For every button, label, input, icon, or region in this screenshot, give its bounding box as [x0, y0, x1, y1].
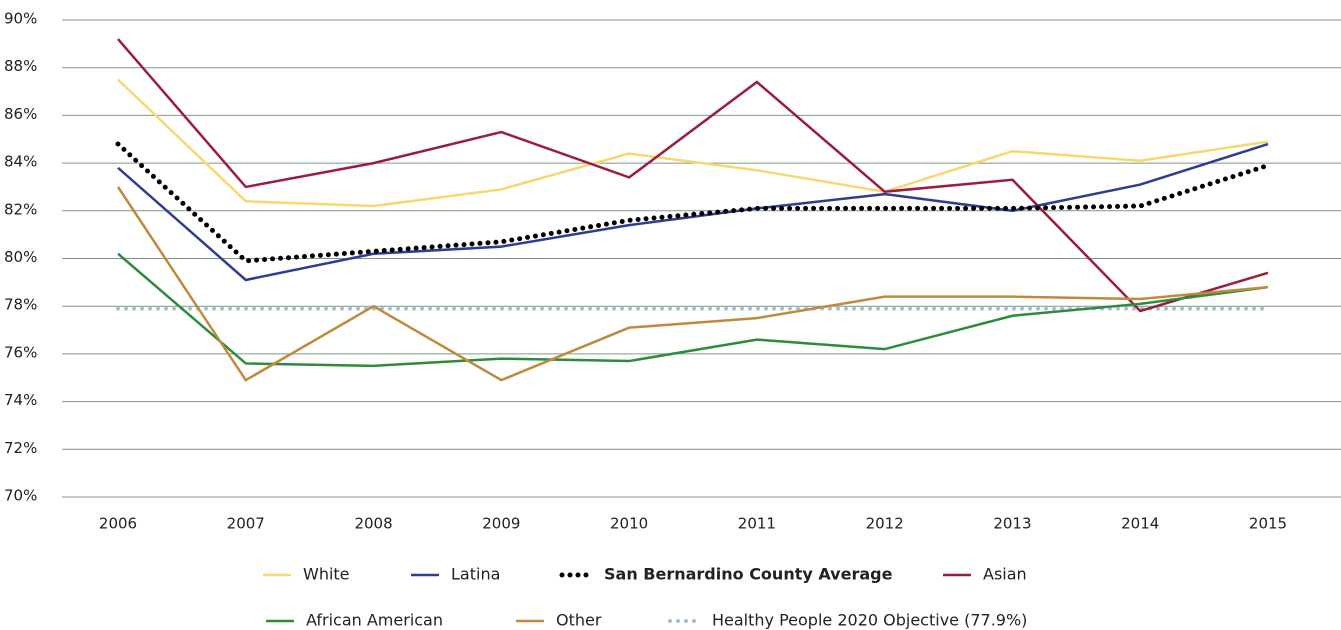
x-tick-label: 2006: [99, 515, 137, 533]
legend-label: San Bernardino County Average: [604, 565, 893, 584]
series-line: [117, 252, 1269, 368]
series-line: [115, 141, 1271, 264]
series-line: [116, 186, 1269, 382]
y-tick-label: 78%: [4, 296, 37, 314]
y-tick-label: 72%: [4, 439, 37, 457]
series-line: [117, 78, 1269, 208]
y-tick-label: 74%: [4, 391, 37, 409]
legend-label: Latina: [451, 565, 500, 584]
legend-label: Other: [556, 611, 602, 630]
series-line: [117, 38, 1269, 313]
legend-label: White: [303, 565, 350, 584]
x-tick-label: 2011: [738, 515, 776, 533]
y-tick-label: 86%: [4, 105, 37, 123]
legend-label: Healthy People 2020 Objective (77.9%): [712, 611, 1027, 630]
x-tick-label: 2012: [866, 515, 904, 533]
x-tick-label: 2008: [354, 515, 392, 533]
y-tick-label: 70%: [4, 487, 37, 505]
x-tick-label: 2014: [1121, 515, 1159, 533]
series-line: [117, 142, 1269, 282]
y-tick-label: 76%: [4, 343, 37, 361]
x-tick-label: 2013: [993, 515, 1031, 533]
y-tick-label: 84%: [4, 153, 37, 171]
y-tick-label: 80%: [4, 248, 37, 266]
x-tick-label: 2007: [227, 515, 265, 533]
legend-label: African American: [306, 611, 443, 630]
y-tick-label: 90%: [4, 10, 37, 28]
x-tick-label: 2015: [1249, 515, 1287, 533]
y-tick-label: 82%: [4, 200, 37, 218]
legend-label: Asian: [983, 565, 1027, 584]
y-tick-label: 88%: [4, 57, 37, 75]
x-tick-label: 2010: [610, 515, 648, 533]
x-tick-label: 2009: [482, 515, 520, 533]
